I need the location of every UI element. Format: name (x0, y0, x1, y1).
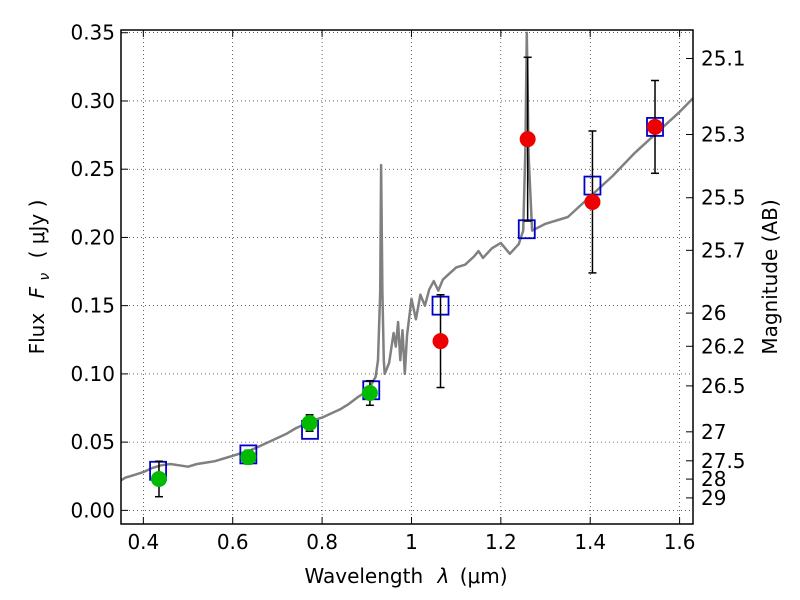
y-tick-label: 0.20 (70, 225, 115, 249)
x-tick-label: 0.4 (127, 530, 159, 554)
x-tick-label: 1.4 (574, 530, 606, 554)
observed-flux-point (240, 449, 257, 466)
y-axis-label: Flux F ν ( μJy ) (25, 200, 54, 355)
x-tick-label: 1 (405, 530, 418, 554)
y-axis-label-symbol: F (25, 286, 49, 298)
y2-tick-label: 29 (701, 486, 726, 510)
x-tick-label: 0.6 (217, 530, 249, 554)
x-axis-label: Wavelength λ (μm) (304, 564, 507, 588)
plot-area (121, 31, 693, 498)
y2-tick-label: 25.5 (701, 186, 746, 210)
y2-tick-label: 26.2 (701, 334, 746, 358)
x-axis-label-main: Wavelength (304, 564, 423, 588)
plot-content (121, 31, 693, 498)
axis-ticks: 0.4 0.6 0.8 1 1.2 1.4 1.6 0.00 0.05 0.10 0.15 0.20 0… (70, 21, 745, 554)
model-flux-square (517, 219, 536, 240)
x-axis-label-unit: (μm) (460, 564, 508, 588)
y-tick-label: 0.25 (70, 157, 115, 181)
observed-flux-point (301, 415, 318, 432)
observed-flux-point (432, 333, 449, 350)
x-axis-label-symbol: λ (437, 564, 450, 588)
y2-axis-label: Magnitude (AB) (758, 199, 782, 354)
y2-tick-label: 27.5 (701, 449, 746, 473)
y2-tick-label: 26 (701, 301, 726, 325)
observed-flux-point (647, 118, 664, 135)
y2-tick-label: 27 (701, 420, 726, 444)
y2-tick-label: 28 (701, 467, 726, 491)
axes-frame (120, 29, 694, 525)
y-tick-label: 0.30 (70, 89, 115, 113)
y-axis-label-unit: ( μJy ) (25, 200, 49, 259)
x-tick-label: 1.6 (664, 530, 696, 554)
model-spectrum-line (121, 31, 693, 482)
y2-tick-label: 25.1 (701, 46, 746, 70)
x-tick-label: 1.2 (485, 530, 517, 554)
grid (121, 30, 693, 524)
y-tick-label: 0.10 (70, 362, 115, 386)
observed-flux-point (584, 193, 601, 210)
y-tick-label: 0.35 (70, 21, 115, 45)
observed-flux-point (519, 131, 536, 148)
observed-flux-point (150, 470, 167, 487)
y-axis-label-subscript: ν (37, 273, 53, 281)
y-tick-label: 0.00 (70, 498, 115, 522)
y-axis-label-main: Flux (25, 313, 49, 355)
observed-flux-point (361, 384, 378, 401)
y-tick-label: 0.05 (70, 430, 115, 454)
y2-tick-label: 25.7 (701, 238, 746, 262)
x-tick-label: 0.8 (306, 530, 338, 554)
y2-tick-label: 25.3 (701, 123, 746, 147)
y-tick-label: 0.15 (70, 294, 115, 318)
y2-tick-label: 26.5 (701, 374, 746, 398)
